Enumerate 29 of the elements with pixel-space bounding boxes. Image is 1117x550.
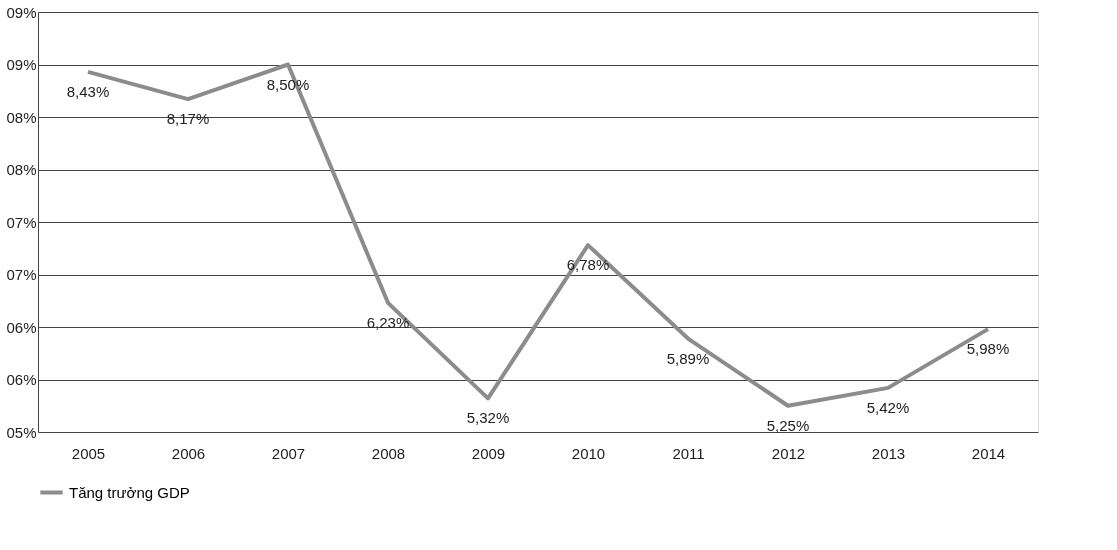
y-tick-label: 07% bbox=[6, 213, 37, 231]
y-tick-label: 08% bbox=[6, 161, 37, 178]
x-tick-label: 2013 bbox=[871, 444, 906, 462]
x-tick-label: 2005 bbox=[71, 444, 106, 462]
y-tick-label: 07% bbox=[6, 266, 37, 283]
text: 5,25% bbox=[766, 416, 810, 434]
y-tick-label: 09% bbox=[6, 56, 37, 73]
text: 5,89% bbox=[666, 349, 710, 367]
y-tick-label: 08% bbox=[6, 108, 37, 126]
x-tick-label: 2009 bbox=[471, 444, 506, 462]
text: 8,50% bbox=[266, 75, 310, 93]
y-tick-label: 05% bbox=[6, 423, 37, 441]
x-tick-label: 2007 bbox=[271, 444, 306, 462]
legend-label: Tăng trưởng GDP bbox=[69, 483, 190, 501]
text: 5,42% bbox=[866, 398, 910, 416]
text: 5,98% bbox=[966, 340, 1010, 358]
text: 5,32% bbox=[466, 409, 510, 427]
x-tick-label: 2012 bbox=[771, 444, 806, 462]
text: 6,23% bbox=[366, 313, 410, 331]
text: 8,43% bbox=[66, 82, 110, 100]
text: 6,78% bbox=[566, 256, 610, 274]
y-tick-label: 09% bbox=[6, 3, 37, 21]
x-tick-label: 2006 bbox=[171, 444, 206, 462]
y-tick-label: 06% bbox=[6, 318, 37, 336]
x-tick-label: 2011 bbox=[672, 444, 705, 462]
y-tick-label: 06% bbox=[6, 371, 37, 388]
x-tick-label: 2014 bbox=[971, 444, 1006, 462]
x-tick-label: 2008 bbox=[371, 444, 406, 462]
x-tick-label: 2010 bbox=[571, 444, 606, 462]
